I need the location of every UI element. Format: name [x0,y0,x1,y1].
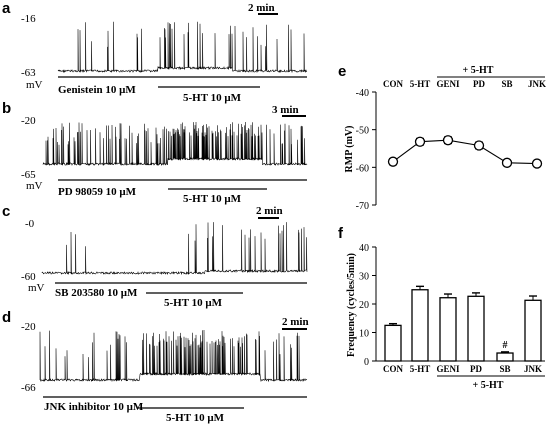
rmp-points [387,135,543,169]
frequency-bar [439,297,457,362]
f-category-label: GENI [436,364,460,374]
y-top-label-d: -20 [21,321,36,333]
trace-panel-d: d -20 -66 2 min JNK inhibitor 10 μM 5-HT… [2,309,309,424]
rmp-point [414,136,426,147]
f-ytick-label: 30 [359,272,369,283]
f-ytick-label: 0 [364,357,369,368]
unit-label-b: mV [26,180,43,192]
drug-label-c: SB 203580 10 μM [55,287,138,299]
trace-line-d [39,329,308,383]
panel-letter-a: a [2,0,11,17]
rmp-point [442,135,454,146]
panel-letter-c: c [2,203,10,220]
trace-panel-a: a -16 -63 mV 2 min Genistein 10 μM 5-HT … [2,0,308,104]
frequency-chart: f 0 10 20 30 40 CON 5-HT GENI PD SB JNK Frequency… [338,225,545,391]
rmp-point [501,157,513,168]
treatment-label-c: 5-HT 10 μM [164,297,223,309]
scale-label-b: 3 min [272,104,299,116]
panel-letter-b: b [2,100,11,117]
drug-label-d: JNK inhibitor 10 μM [44,401,144,413]
rmp-point [387,156,399,167]
y-bottom-label-b: -65 [21,169,36,181]
frequency-bar [467,295,485,362]
significance-marker: # [503,340,508,351]
y-bottom-label-d: -66 [21,382,36,394]
drug-label-b: PD 98059 10 μM [58,186,137,198]
panel-letter-f: f [338,225,344,242]
treatment-label-d: 5-HT 10 μM [166,412,225,424]
f-category-label: SB [499,364,510,374]
trace-panel-c: c -0 -60 mV 2 min SB 203580 10 μM 5-HT 1… [2,203,308,309]
f-category-label: PD [470,364,482,374]
panel-letter-e: e [338,63,346,80]
f-ytick-label: 10 [359,329,369,340]
trace-line-c [41,222,308,276]
x-tick-labels-e: CON 5-HT GENI PD SB JNK [383,79,546,89]
e-category-label: JNK [528,79,546,89]
e-ytick-label: -40 [356,88,369,99]
y-top-label-a: -16 [21,13,36,25]
e-category-label: CON [383,79,404,89]
unit-label-c: mV [28,282,45,294]
frequency-bar [524,299,542,362]
y-bottom-label-a: -63 [21,67,36,79]
scale-label-d: 2 min [282,316,309,328]
group-label-e: + 5-HT [463,65,494,76]
f-ytick-label: 40 [359,243,369,254]
e-category-label: PD [473,79,485,89]
scale-label-a: 2 min [248,2,275,14]
y-axis-label-f: Frequency (cycles/5min) [346,253,357,357]
x-tick-labels-f: CON 5-HT GENI PD SB JNK [383,364,542,374]
rmp-point [473,140,485,151]
y-ticks-f: 0 10 20 30 40 [359,243,376,368]
f-category-label: CON [383,364,404,374]
rmp-chart: e + 5-HT -40 -50 -60 -70 CON 5-HT GENI PD SB JNK… [338,63,546,212]
e-ytick-label: -70 [356,201,369,212]
f-ytick-label: 20 [359,300,369,311]
e-category-label: 5-HT [410,79,431,89]
rmp-series-line [392,139,538,165]
frequency-bars [384,285,542,362]
drug-label-a: Genistein 10 μM [58,84,136,96]
y-top-label-b: -20 [21,115,36,127]
frequency-bar [384,324,402,362]
trace-line-b [42,121,308,167]
e-ytick-label: -50 [356,126,369,137]
f-category-label: 5-HT [410,364,431,374]
e-category-label: GENI [436,79,460,89]
treatment-label-a: 5-HT 10 μM [183,92,242,104]
treatment-label-b: 5-HT 10 μM [183,193,242,205]
f-category-label: JNK [524,364,542,374]
panel-letter-d: d [2,309,11,326]
scale-label-c: 2 min [256,205,283,217]
unit-label-a: mV [26,79,43,91]
y-top-label-c: -0 [25,218,35,230]
y-axis-label-e: RMP (mV) [344,126,355,173]
group-label-f: + 5-HT [473,380,504,391]
trace-panel-b: b -20 -65 mV 3 min PD 98059 10 μM 5-HT 1… [2,100,308,205]
e-ytick-label: -60 [356,163,369,174]
rmp-point [531,158,543,169]
frequency-bar [496,352,514,362]
e-category-label: SB [501,79,512,89]
y-bottom-label-c: -60 [21,271,36,283]
frequency-bar [411,289,429,362]
trace-line-a [57,21,308,74]
y-ticks-e: -40 -50 -60 -70 [356,88,376,212]
